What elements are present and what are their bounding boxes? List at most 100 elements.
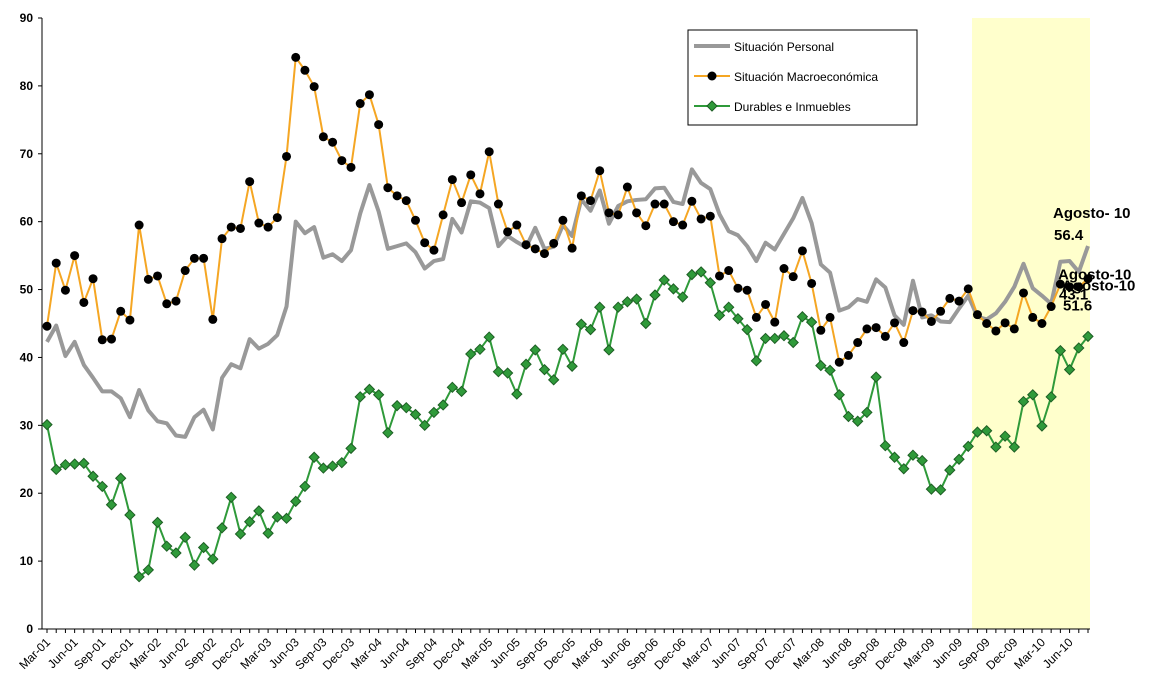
- marker: [428, 406, 440, 419]
- marker: [991, 326, 1001, 336]
- series-line: [45, 167, 1090, 439]
- marker: [383, 183, 393, 193]
- marker: [79, 297, 89, 307]
- marker: [364, 90, 374, 100]
- marker: [354, 391, 366, 403]
- marker: [254, 218, 264, 228]
- y-tick-label: 20: [20, 486, 34, 500]
- marker: [337, 156, 347, 166]
- marker: [603, 344, 615, 356]
- marker: [1074, 282, 1084, 292]
- marker: [171, 296, 181, 306]
- x-tick-label: Mar-09: [901, 635, 938, 672]
- marker: [151, 516, 164, 529]
- marker: [511, 388, 523, 400]
- marker: [199, 253, 209, 263]
- marker: [207, 553, 219, 565]
- marker: [235, 223, 245, 233]
- marker: [1054, 344, 1067, 357]
- marker: [953, 453, 965, 465]
- marker: [60, 285, 70, 295]
- marker: [870, 371, 882, 383]
- marker: [234, 528, 247, 540]
- marker: [114, 472, 127, 484]
- marker: [116, 306, 126, 316]
- marker: [676, 291, 689, 303]
- marker: [788, 272, 798, 282]
- marker: [483, 331, 495, 343]
- marker: [632, 208, 642, 218]
- marker: [401, 196, 411, 206]
- marker: [124, 509, 136, 521]
- marker: [161, 540, 173, 552]
- marker: [420, 238, 430, 248]
- marker: [880, 331, 890, 341]
- marker: [336, 456, 348, 469]
- annotation-value: 43.1: [1059, 286, 1088, 303]
- marker: [153, 271, 163, 281]
- marker: [751, 312, 761, 322]
- marker: [374, 120, 384, 130]
- marker: [908, 306, 918, 316]
- marker: [724, 266, 734, 276]
- marker: [890, 318, 900, 328]
- marker: [1036, 420, 1048, 432]
- marker: [586, 196, 596, 206]
- y-tick-label: 80: [20, 79, 34, 93]
- marker: [217, 234, 227, 244]
- marker: [1017, 395, 1030, 408]
- marker: [1009, 324, 1019, 334]
- marker: [715, 271, 725, 281]
- marker: [686, 268, 698, 281]
- marker: [640, 317, 652, 330]
- marker: [630, 293, 643, 305]
- marker: [134, 220, 144, 230]
- marker: [512, 220, 522, 230]
- marker: [1037, 319, 1047, 328]
- marker: [170, 547, 182, 559]
- marker: [797, 246, 807, 256]
- marker: [907, 449, 919, 461]
- marker: [695, 266, 707, 278]
- marker: [871, 323, 881, 333]
- marker: [934, 484, 947, 496]
- marker: [51, 258, 61, 268]
- marker: [1055, 279, 1065, 289]
- marker: [604, 208, 614, 218]
- annotation-value: 56.4: [1054, 227, 1084, 244]
- marker: [263, 222, 273, 232]
- marker: [622, 182, 632, 192]
- marker: [87, 470, 99, 482]
- marker: [41, 418, 53, 431]
- marker: [769, 332, 781, 345]
- marker: [78, 457, 90, 470]
- marker: [1045, 391, 1057, 403]
- marker: [926, 316, 936, 326]
- y-tick-label: 50: [20, 283, 34, 297]
- marker: [723, 301, 735, 313]
- marker: [971, 426, 984, 438]
- marker: [567, 243, 577, 253]
- marker: [1082, 330, 1094, 343]
- marker: [834, 357, 844, 367]
- marker: [521, 240, 531, 250]
- marker: [106, 334, 116, 344]
- x-tick-label: Mar-10: [1011, 635, 1048, 672]
- marker: [853, 338, 863, 348]
- marker: [59, 459, 72, 471]
- marker: [862, 324, 872, 334]
- marker: [1019, 288, 1029, 298]
- marker: [778, 330, 790, 342]
- marker: [97, 335, 107, 345]
- annotation-label: Agosto-10: [1062, 278, 1135, 295]
- marker: [1073, 342, 1085, 354]
- marker: [696, 214, 706, 224]
- marker: [641, 221, 651, 231]
- marker: [1046, 302, 1056, 312]
- marker: [888, 451, 901, 463]
- y-tick-label: 0: [26, 622, 33, 636]
- marker: [88, 274, 98, 284]
- marker: [105, 499, 118, 511]
- marker: [70, 251, 80, 261]
